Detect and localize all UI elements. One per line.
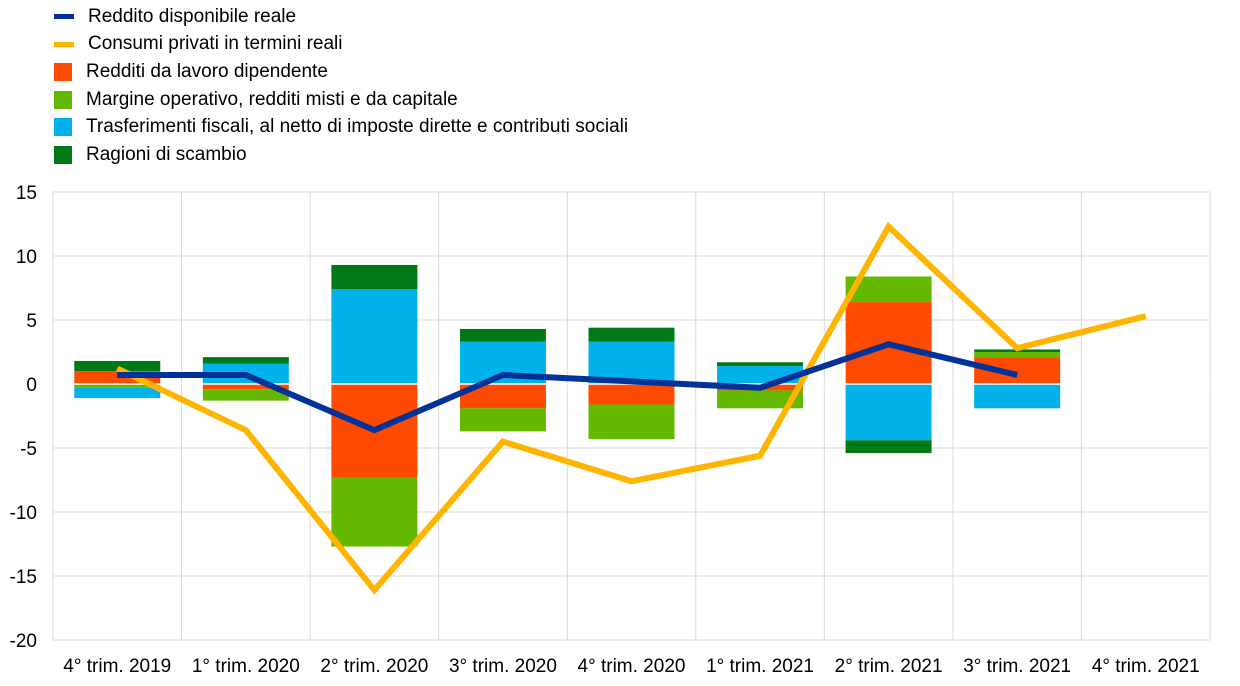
bar-segment: [74, 387, 161, 399]
bar-segment: [331, 289, 418, 384]
chart-legend: Reddito disponibile reale Consumi privat…: [54, 3, 628, 169]
legend-swatch: [54, 118, 72, 137]
legend-item-consumi-privati: Consumi privati in termini reali: [54, 31, 628, 59]
bar-segment: [845, 384, 932, 441]
legend-label: Ragioni di scambio: [86, 143, 247, 165]
x-tick-label: 4° trim. 2021: [1092, 656, 1200, 677]
legend-label: Margine operativo, redditi misti e da ca…: [86, 88, 458, 110]
bar-segment: [74, 360, 161, 372]
legend-label: Redditi da lavoro dipendente: [86, 60, 328, 82]
legend-swatch: [54, 14, 74, 20]
legend-swatch: [54, 90, 72, 109]
bar-segment: [74, 384, 161, 388]
y-tick-label: -5: [20, 439, 37, 460]
y-tick-label: 10: [16, 247, 37, 268]
bar-segment: [202, 384, 289, 390]
legend-label: Trasferimenti fiscali, al netto di impos…: [86, 116, 629, 138]
bar-segment: [974, 384, 1061, 409]
x-tick-label: 4° trim. 2020: [578, 656, 686, 677]
x-tick-label: 4° trim. 2019: [63, 656, 171, 677]
series-line: [116, 221, 1147, 595]
legend-swatch: [54, 62, 72, 81]
legend-label: Reddito disponibile reale: [88, 5, 297, 27]
legend-swatch: [54, 145, 72, 164]
y-tick-label: -20: [10, 631, 37, 652]
bar-segment: [974, 352, 1061, 358]
x-tick-label: 3° trim. 2021: [963, 656, 1071, 677]
y-tick-label: 0: [26, 375, 37, 396]
legend-swatch: [54, 41, 74, 47]
series-line: [117, 341, 1018, 434]
legend-item-redditi-lavoro: Redditi da lavoro dipendente: [54, 58, 628, 86]
bar-segment: [588, 404, 675, 440]
bar-segment: [459, 408, 546, 432]
x-tick-label: 1° trim. 2021: [706, 656, 814, 677]
bar-segment: [588, 327, 675, 342]
legend-item-margine-operativo: Margine operativo, redditi misti e da ca…: [54, 86, 628, 114]
bar-segment: [202, 357, 289, 364]
x-tick-label: 1° trim. 2020: [192, 656, 300, 677]
bar-segment: [588, 341, 675, 384]
x-tick-label: 2° trim. 2021: [835, 656, 943, 677]
bar-segment: [459, 328, 546, 342]
bar-segment: [845, 440, 932, 454]
x-tick-label: 2° trim. 2020: [320, 656, 428, 677]
bar-segment: [331, 264, 418, 290]
bar-segment: [717, 390, 804, 409]
bar-segment: [331, 477, 418, 547]
plot-frame: [52, 191, 1211, 641]
bar-segment: [202, 389, 289, 401]
legend-item-ragioni-scambio: Ragioni di scambio: [54, 141, 628, 169]
x-tick-label: 3° trim. 2020: [449, 656, 557, 677]
legend-item-trasferimenti-fiscali: Trasferimenti fiscali, al netto di impos…: [54, 113, 628, 141]
bar-segment: [717, 362, 804, 367]
y-tick-label: 15: [16, 183, 37, 204]
y-tick-label: 5: [26, 311, 37, 332]
bar-segment: [588, 384, 675, 405]
legend-label: Consumi privati in termini reali: [88, 33, 343, 55]
y-tick-label: -10: [10, 503, 37, 524]
y-tick-label: -15: [10, 567, 37, 588]
legend-item-reddito-disponibile: Reddito disponibile reale: [54, 3, 628, 31]
